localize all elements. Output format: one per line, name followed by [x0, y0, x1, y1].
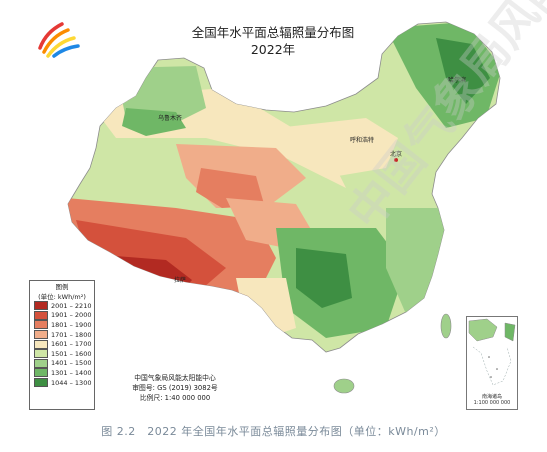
legend-item: 1501 – 1600 — [34, 349, 94, 359]
map-year: 2022年 — [250, 42, 296, 57]
inset-label-scale: 1:100 000 000 — [473, 400, 511, 406]
legend-label: 1801 – 1900 — [51, 320, 92, 329]
legend-label: 2001 – 2210 — [51, 301, 92, 310]
legend-label: 1901 – 2000 — [51, 311, 92, 320]
legend-title: 图例 — [55, 283, 69, 291]
legend-label: 1044 – 1300 — [51, 378, 92, 387]
legend-label: 1701 – 1800 — [51, 330, 92, 339]
zone-tarim-1801 — [196, 168, 264, 208]
beijing-marker — [394, 158, 398, 162]
legend-swatch — [34, 339, 48, 349]
zone-tibet-1901 — [76, 220, 226, 294]
legend-swatch — [34, 378, 48, 388]
credits-approval: 审图号: GS (2019) 3082号 — [132, 384, 218, 392]
credits-org: 中国气象局风能太阳能中心 — [134, 374, 216, 382]
legend-item: 1801 – 1900 — [34, 320, 94, 330]
zone-inner-mongolia-1601 — [276, 118, 398, 178]
map-credits: 中国气象局风能太阳能中心 审图号: GS (2019) 3082号 比例尺: 1… — [110, 373, 240, 403]
solar-radiation-map: 拉萨 呼和浩特 北京 哈尔滨 乌鲁木齐 — [67, 21, 501, 394]
legend-item: 1301 – 1400 — [34, 368, 94, 378]
legend-rows: 2001 – 2210 1901 – 2000 1801 – 1900 1701 – … — [30, 301, 94, 388]
legend-unit: (单位: kWh/m²) — [38, 293, 86, 301]
inset-label-name: 南海诸岛 — [481, 394, 502, 400]
legend-swatch — [34, 310, 48, 320]
inset-caption: 南海诸岛 1:100 000 000 — [467, 394, 517, 406]
legend-item: 1901 – 2000 — [34, 310, 94, 321]
place-urumqi: 乌鲁木齐 — [158, 114, 182, 122]
map-frame: 拉萨 呼和浩特 北京 哈尔滨 乌鲁木齐 全国年水平面总辐照量分布图 2022年 … — [26, 8, 520, 410]
legend-swatch — [34, 330, 48, 340]
figure-caption: 图 2.2 2022 年全国年水平面总辐照量分布图（单位：kWh/m²） — [101, 425, 446, 438]
zone-northeast-1044 — [436, 38, 490, 104]
legend-label: 1401 – 1500 — [51, 359, 92, 368]
legend-item: 2001 – 2210 — [34, 301, 94, 311]
credits-scale: 比例尺: 1:40 000 000 — [139, 394, 211, 402]
legend-swatch — [34, 320, 48, 330]
legend-item: 1701 – 1800 — [34, 330, 94, 340]
zone-yunnan-1601 — [236, 278, 296, 338]
legend-swatch — [34, 301, 48, 311]
legend-item: 1601 – 1700 — [34, 339, 94, 349]
map-title: 全国年水平面总辐照量分布图 — [191, 25, 355, 40]
legend-item: 1401 – 1500 — [34, 358, 94, 369]
taiwan-island — [440, 313, 452, 339]
place-beijing: 北京 — [390, 150, 402, 158]
inset-map — [468, 318, 516, 386]
legend-item: 1044 – 1300 — [34, 378, 94, 388]
place-harbin: 哈尔滨 — [448, 76, 466, 84]
zone-tianshan-1301 — [122, 108, 186, 136]
legend-swatch — [34, 358, 48, 368]
legend-label: 1301 – 1400 — [51, 368, 92, 377]
hainan-island — [333, 378, 355, 394]
organization-logo — [38, 22, 80, 58]
zone-sichuan-1044 — [296, 248, 352, 308]
south-china-sea-inset: 南海诸岛 1:100 000 000 — [466, 316, 518, 410]
legend-swatch — [34, 368, 48, 378]
legend: 图例 (单位: kWh/m²) 2001 – 2210 1901 – 2000 18… — [29, 280, 95, 410]
legend-swatch — [34, 349, 48, 359]
place-lhasa: 拉萨 — [174, 276, 186, 284]
place-hohhot: 呼和浩特 — [350, 136, 374, 144]
legend-label: 1601 – 1700 — [51, 340, 92, 349]
legend-label: 1501 – 1600 — [51, 349, 92, 358]
